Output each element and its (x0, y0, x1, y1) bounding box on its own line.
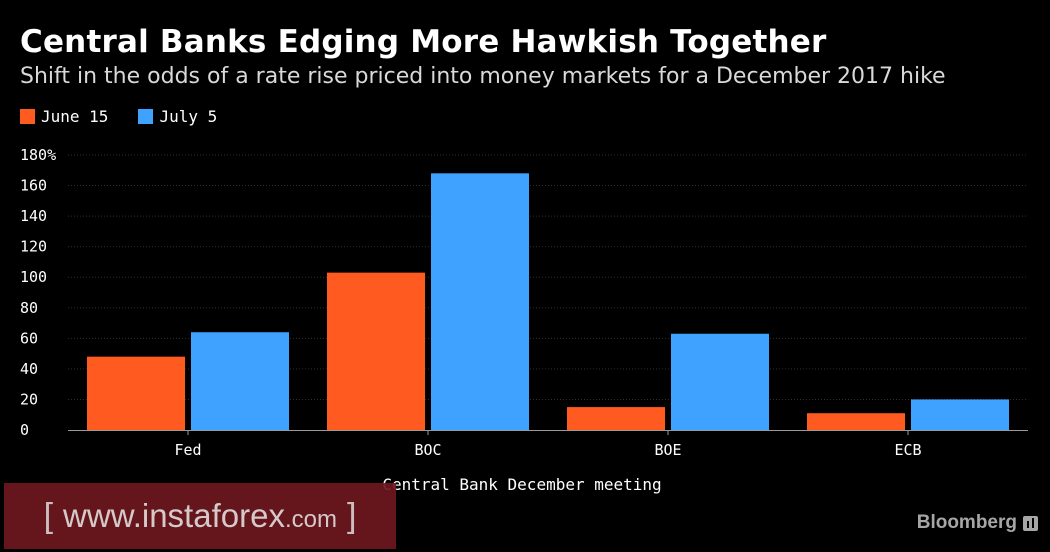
bloomberg-logo: Bloomberg (917, 512, 1038, 534)
legend: June 15 July 5 (20, 107, 217, 126)
y-tick-label: 60 (20, 329, 38, 347)
y-tick-label: 100 (20, 268, 47, 286)
watermark-bracket-open: [ (43, 496, 54, 535)
bars (87, 173, 1009, 431)
y-tick-label: 160 (20, 177, 47, 195)
bar-fed-june (87, 356, 185, 430)
y-tick-label: 120 (20, 238, 47, 256)
bar-boe-june (567, 407, 665, 430)
bar-fed-july (191, 332, 289, 430)
legend-label-june: June 15 (41, 107, 109, 126)
x-tick-label: BOE (654, 441, 681, 459)
y-tick-label: 180% (20, 146, 56, 164)
bar-boe-july (671, 333, 769, 430)
bar-ecb-july (911, 399, 1009, 430)
watermark-bracket-close: ] (346, 496, 357, 535)
legend-label-july: July 5 (159, 107, 218, 126)
watermark-domain: www.instaforex (63, 497, 285, 534)
y-tick-label: 80 (20, 299, 38, 317)
bar-ecb-june (807, 413, 905, 430)
x-tick-label: BOC (414, 441, 441, 459)
x-tick-label: ECB (894, 441, 921, 459)
y-tick-label: 0 (20, 421, 29, 439)
watermark-tld: .com (284, 506, 337, 533)
x-axis-label: Central Bank December meeting (382, 475, 661, 494)
axes: 0 20 40 60 80 100 120 140 160 180% Fed BOC BOE ECB (20, 146, 1028, 459)
watermark-site: www.instaforex.com (63, 497, 337, 535)
legend-item-july: July 5 (138, 107, 217, 126)
legend-item-june: June 15 (20, 107, 108, 126)
brand-name: Bloomberg (916, 512, 1017, 533)
x-tick-label: Fed (174, 441, 201, 459)
y-tick-label: 40 (20, 360, 38, 378)
y-tick-label: 20 (20, 390, 38, 408)
bar-boc-july (431, 173, 529, 431)
y-tick-label: 140 (20, 207, 47, 225)
bar-boc-june (327, 272, 425, 430)
legend-swatch-june (20, 109, 35, 124)
chart-title: Central Banks Edging More Hawkish Togeth… (20, 24, 827, 60)
legend-swatch-july (138, 109, 154, 124)
instaforex-watermark: [ www.instaforex.com ] (4, 483, 396, 549)
bloomberg-bars-icon (1023, 515, 1038, 531)
chart-subtitle: Shift in the odds of a rate rise priced … (20, 64, 946, 89)
